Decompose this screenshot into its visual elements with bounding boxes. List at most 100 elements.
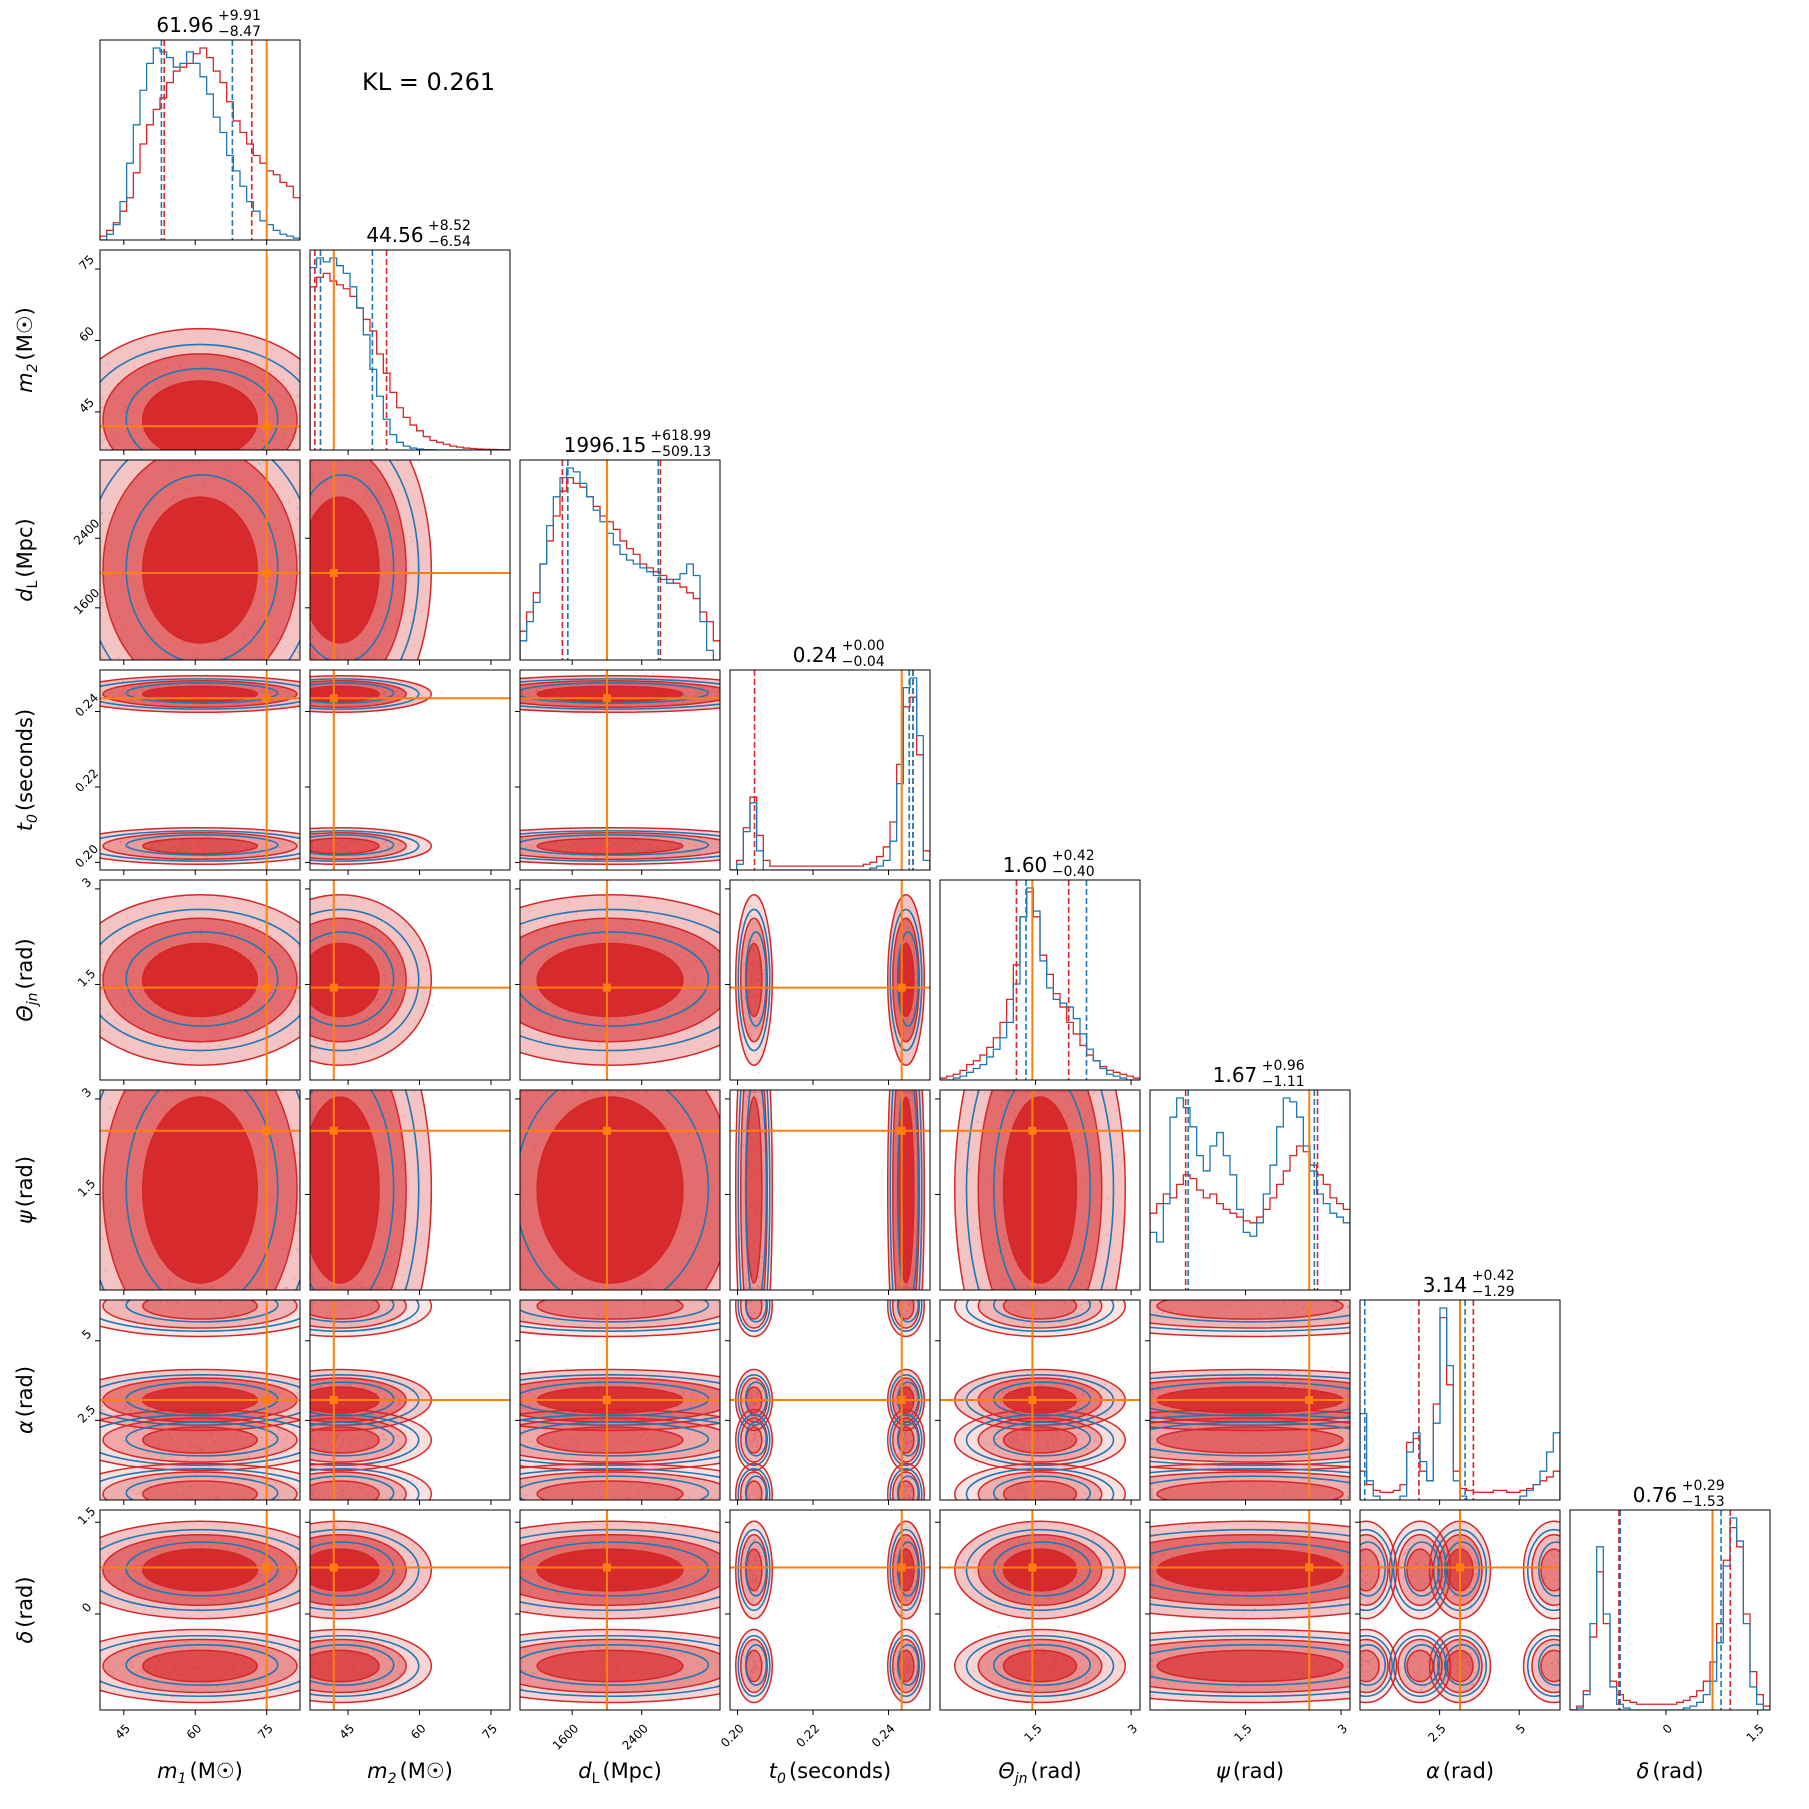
sample-point	[756, 938, 758, 941]
truth-marker	[262, 1126, 271, 1135]
sample-point	[761, 992, 764, 995]
red-density-level-2	[536, 942, 684, 1018]
sample-point	[326, 1043, 329, 1046]
panel-theta-m2	[310, 880, 510, 1080]
panel-psi-m1	[100, 1090, 300, 1290]
red-density-level-2	[310, 496, 380, 644]
sample-point	[743, 997, 746, 1000]
sample-point	[279, 647, 282, 649]
sample-point	[644, 913, 647, 916]
y-tick-label-psi: 3	[79, 1085, 94, 1100]
sample-point	[748, 918, 751, 920]
sample-point	[755, 1027, 757, 1029]
sample-point	[529, 844, 531, 847]
sample-point	[293, 1277, 296, 1279]
sample-point	[113, 366, 116, 369]
sample-point	[748, 1027, 750, 1030]
panel-theta-dL	[520, 880, 720, 1080]
sample-point	[521, 926, 523, 928]
panel-frame	[309, 669, 511, 871]
sample-point	[609, 881, 611, 883]
sample-point	[694, 844, 697, 847]
truth-marker	[329, 694, 338, 703]
blue-contour-outer	[388, 460, 420, 660]
panel-m1-m1	[100, 40, 300, 240]
sample-point	[297, 554, 299, 556]
panel-dL-m1	[100, 460, 300, 660]
blue-contour-outer	[520, 908, 720, 1052]
y-tick-label-dL: 2400	[71, 516, 102, 547]
blue-contour-inner	[520, 834, 710, 856]
sample-point	[205, 855, 207, 858]
sample-point	[145, 348, 148, 351]
red-density-level-2	[897, 942, 915, 1018]
sample-point	[297, 405, 299, 407]
sample-point	[742, 963, 745, 966]
sample-point	[698, 837, 701, 840]
sample-point	[423, 1001, 426, 1004]
sample-point	[297, 518, 299, 521]
blue-contour-inner	[125, 1090, 279, 1290]
truth-marker	[602, 983, 611, 992]
sample-point	[757, 1072, 760, 1074]
sample-point	[101, 848, 103, 850]
sample-point	[416, 845, 418, 848]
y-tick-label-theta: 1.5	[75, 966, 98, 989]
panel-title-theta: 1.60	[1003, 853, 1048, 877]
sample-point	[270, 844, 272, 847]
sample-point	[119, 841, 122, 844]
sample-point	[101, 992, 103, 995]
sample-point	[761, 1048, 763, 1051]
sample-point	[404, 1263, 407, 1265]
sample-point	[762, 973, 765, 976]
blue-contour-inner	[125, 834, 279, 856]
sample-point	[375, 925, 377, 928]
sample-point	[399, 852, 402, 855]
sample-point	[297, 841, 299, 844]
red-histogram-m2	[310, 272, 510, 450]
panel-frame	[99, 249, 301, 451]
sample-point	[385, 845, 388, 847]
sample-point	[373, 1047, 375, 1050]
sample-point	[748, 914, 750, 917]
panel-title-m2: 44.56	[366, 223, 423, 247]
sample-point	[279, 486, 281, 489]
sample-point	[383, 461, 385, 463]
panel-frame	[729, 879, 931, 1081]
sample-point	[286, 385, 288, 388]
sample-point	[742, 992, 745, 994]
sample-point	[256, 830, 259, 832]
sample-point	[297, 1031, 299, 1034]
kl-annotation: KL = 0.261	[362, 68, 495, 96]
sample-point	[101, 595, 103, 598]
sample-point	[101, 657, 103, 659]
blue-contour-outer	[310, 908, 420, 1052]
sample-point	[109, 1107, 112, 1110]
panel-title-plus-t0: +0.00	[842, 638, 885, 654]
sample-point	[232, 855, 235, 857]
sample-point	[404, 925, 407, 928]
sample-point	[742, 1000, 745, 1002]
sample-point	[598, 1044, 601, 1046]
sample-point	[672, 678, 674, 680]
sample-point	[521, 851, 523, 854]
y-tick-label-theta: 3	[79, 875, 94, 890]
y-tick-label-t0: 0.22	[72, 766, 101, 795]
sample-point	[638, 900, 641, 903]
panel-title-minus-theta: −0.40	[1052, 864, 1095, 880]
sample-point	[717, 850, 719, 852]
sample-point	[297, 544, 299, 547]
panel-title-t0: 0.24	[793, 643, 838, 667]
red-density-level-2	[141, 380, 259, 450]
sample-point	[755, 1016, 757, 1019]
sample-point	[105, 1270, 107, 1272]
sample-point	[207, 1046, 209, 1049]
sample-point	[424, 955, 427, 957]
sample-point	[752, 939, 755, 942]
blue-contour-outer	[889, 908, 923, 1052]
sample-point	[410, 622, 412, 625]
sample-point	[613, 1060, 615, 1063]
sample-point	[101, 988, 103, 990]
blue-contour-outer	[100, 678, 300, 710]
